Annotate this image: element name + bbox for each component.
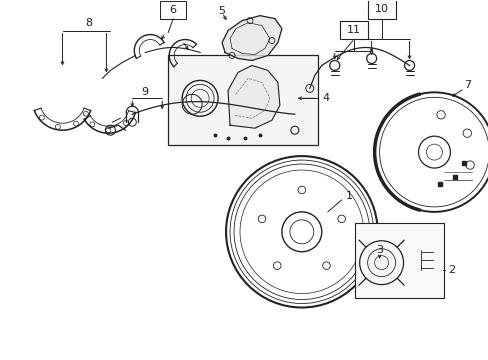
Text: 4: 4 [322, 93, 328, 103]
Text: 2: 2 [447, 265, 454, 275]
Bar [367, 0, 395, 19]
Bar [354, 223, 444, 298]
Text: 5: 5 [218, 6, 225, 15]
Text: 6: 6 [169, 5, 176, 15]
Text: 9: 9 [142, 87, 148, 97]
Text: 11: 11 [346, 24, 360, 35]
Text: 3: 3 [375, 245, 382, 255]
Text: 10: 10 [374, 4, 388, 14]
Text: 8: 8 [85, 18, 92, 28]
Bar [160, 1, 186, 19]
Text: 1: 1 [346, 191, 352, 201]
Bar [168, 55, 317, 145]
Text: 7: 7 [463, 80, 470, 90]
Bar [339, 21, 367, 39]
Polygon shape [222, 15, 281, 60]
Polygon shape [227, 66, 279, 128]
